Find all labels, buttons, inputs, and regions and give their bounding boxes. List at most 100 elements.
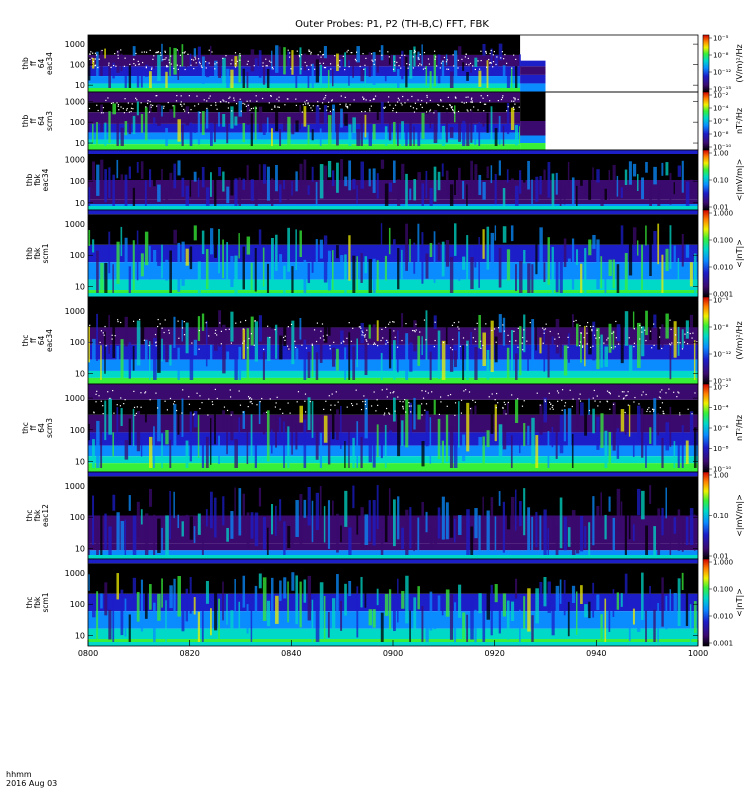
y-tick-label: 1000 — [65, 307, 85, 316]
y-axis-label: thbfbkeac34 — [25, 168, 50, 191]
spectrogram — [88, 35, 546, 92]
colorbar-tick-label: 0.100 — [713, 237, 733, 245]
spectrogram — [88, 384, 698, 472]
x-tick-label: 0940 — [586, 649, 606, 658]
colorbar-label: (V/m)²/Hz — [735, 321, 744, 359]
colorbar-tick-label: 10⁻² — [713, 92, 729, 100]
colorbar-tick-label: 10⁻⁵ — [713, 297, 729, 305]
y-tick-label: 10 — [75, 81, 85, 90]
x-tick-label: 0800 — [78, 649, 98, 658]
y-axis-label: thcff64scm3 — [21, 418, 54, 438]
panel-thb-ff-eac34: 1000 100 10 thbff64eac34 10⁻⁵ 10⁻⁸ 10⁻¹² 10⁻¹⁵ (… — [21, 34, 744, 94]
spectrogram — [88, 472, 698, 559]
colorbar-tick-label: 1.000 — [713, 559, 733, 567]
colorbar-tick-label: 10⁻² — [713, 384, 729, 392]
colorbar-label: <|mV/m|> — [735, 494, 744, 537]
x-axis: 0800 0820 0840 0900 0920 0940 1000 — [78, 640, 708, 658]
y-tick-label: 1000 — [65, 569, 85, 578]
x-tick-label: 0900 — [383, 649, 403, 658]
y-tick-label: 100 — [70, 251, 85, 260]
colorbar-tick-label: 10⁻⁴ — [713, 404, 729, 412]
colorbar-tick-label: 10⁻¹⁵ — [713, 86, 731, 94]
colorbar-tick-label: 1.000 — [713, 210, 733, 218]
colorbar-label: nT²/Hz — [735, 108, 744, 134]
colorbar — [702, 209, 710, 298]
panel-thb-fbk-eac34: 1000 100 10 thbfbkeac34 1.00 0.10 0.01 <|mV/m|> — [25, 149, 744, 212]
colorbar-tick-label: 0.010 — [713, 264, 733, 272]
panel-thb-ff-scm3: 1000 100 10 thbff64scm3 10⁻² 10⁻⁴ 10⁻⁶ 10⁻⁸ 10⁻¹… — [21, 91, 744, 152]
y-axis-label: thbfbkscm1 — [25, 243, 50, 263]
y-tick-label: 1000 — [65, 40, 85, 49]
y-tick-label: 100 — [70, 338, 85, 347]
colorbar — [702, 383, 710, 473]
y-tick-label: 10 — [75, 199, 85, 208]
colorbar — [702, 34, 710, 93]
y-tick-label: 10 — [75, 283, 85, 292]
y-tick-label: 100 — [70, 600, 85, 609]
colorbar — [702, 91, 710, 151]
colorbar-tick-label: 0.001 — [713, 291, 733, 299]
colorbar-tick-label: 10⁻⁴ — [713, 105, 729, 113]
colorbar-tick-label: 10⁻⁶ — [713, 425, 729, 433]
y-tick-label: 100 — [70, 426, 85, 435]
y-tick-label: 10 — [75, 632, 85, 641]
x-tick-label: 0820 — [179, 649, 199, 658]
y-axis-label: thcfbkscm1 — [25, 592, 50, 612]
colorbar-tick-label: 10⁻¹² — [713, 351, 731, 359]
spectrogram — [88, 297, 698, 384]
colorbar-tick-label: 0.01 — [713, 204, 729, 212]
colorbar-tick-label: 0.01 — [713, 553, 729, 561]
colorbar-tick-label: 0.10 — [713, 512, 729, 520]
y-tick-label: 1000 — [65, 394, 85, 403]
x-tick-label: 0840 — [281, 649, 301, 658]
y-tick-label: 10 — [75, 370, 85, 379]
colorbar — [702, 558, 710, 647]
spectrogram — [88, 92, 546, 150]
colorbar-tick-label: 1.00 — [713, 472, 729, 480]
colorbar-label: <|nT|> — [735, 239, 744, 268]
y-tick-label: 1000 — [65, 156, 85, 165]
y-tick-label: 1000 — [65, 97, 85, 106]
colorbar-tick-label: 1.00 — [713, 150, 729, 158]
y-axis-label: thbff64eac34 — [21, 52, 54, 75]
panels: 1000 100 10 thbff64eac34 10⁻⁵ 10⁻⁸ 10⁻¹² 10⁻¹⁵ (… — [21, 34, 744, 648]
y-tick-label: 10 — [75, 139, 85, 148]
colorbar-label: nT²/Hz — [735, 415, 744, 441]
colorbar — [702, 296, 710, 385]
panel-thb-fbk-scm1: 1000 100 10 thbfbkscm1 1.000 0.100 0.010 0.001 <… — [25, 209, 744, 299]
y-tick-label: 100 — [70, 118, 85, 127]
panel-thc-fbk-scm1: 1000 100 10 thcfbkscm1 1.000 0.100 0.010 0.001 <… — [25, 558, 744, 648]
spectrogram — [88, 210, 698, 297]
panel-thc-ff-scm3: 1000 100 10 thcff64scm3 10⁻² 10⁻⁴ 10⁻⁶ 10⁻⁸ 10⁻¹… — [21, 383, 744, 474]
colorbar-label: <|mV/m|> — [735, 159, 744, 202]
colorbar-tick-label: 0.001 — [713, 640, 733, 648]
colorbar-tick-label: 10⁻⁸ — [713, 445, 729, 453]
y-axis-label: thcff64eac34 — [21, 329, 54, 352]
colorbar-tick-label: 10⁻¹⁰ — [713, 466, 731, 474]
panel-thc-fbk-eac12: 1000 100 10 thcfbkeac12 1.00 0.10 0.01 <|mV/m|> — [25, 471, 744, 561]
colorbar-tick-label: 10⁻⁶ — [713, 118, 729, 126]
x-tick-label: 1000 — [688, 649, 708, 658]
chart-title: Outer Probes: P1, P2 (TH-B,C) FFT, FBK — [295, 19, 489, 30]
colorbar — [702, 149, 710, 211]
colorbar-tick-label: 10⁻⁵ — [713, 35, 729, 43]
colorbar-tick-label: 10⁻¹⁰ — [713, 144, 731, 152]
colorbar-tick-label: 10⁻⁸ — [713, 52, 729, 60]
panel-thc-ff-eac34: 1000 100 10 thcff64eac34 10⁻⁵ 10⁻⁸ 10⁻¹² 10⁻¹⁵ (… — [21, 296, 744, 386]
y-tick-label: 1000 — [65, 220, 85, 229]
y-tick-label: 100 — [70, 61, 85, 70]
colorbar-tick-label: 10⁻⁸ — [713, 324, 729, 332]
colorbar-tick-label: 10⁻¹² — [713, 69, 731, 77]
colorbar-tick-label: 10⁻¹⁵ — [713, 378, 731, 386]
colorbar-tick-label: 0.100 — [713, 586, 733, 594]
x-tick-label: 0920 — [484, 649, 504, 658]
x-date-label: 2016 Aug 03 — [6, 779, 57, 788]
colorbar-tick-label: 0.010 — [713, 613, 733, 621]
colorbar — [702, 471, 710, 560]
colorbar-label: <|nT|> — [735, 588, 744, 617]
y-axis-label: thbff64scm3 — [21, 111, 54, 131]
y-axis-label: thcfbkeac12 — [25, 504, 50, 527]
y-tick-label: 10 — [75, 457, 85, 466]
spectrogram — [88, 150, 698, 210]
